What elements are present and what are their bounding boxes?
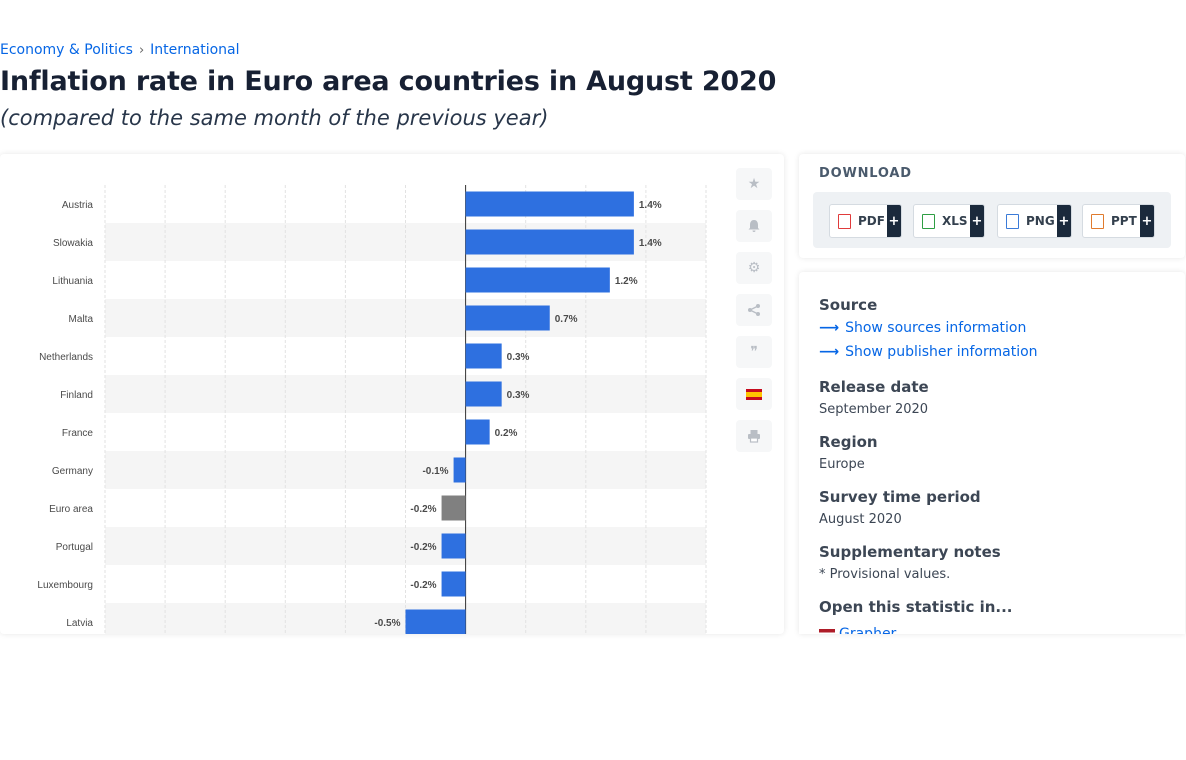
value-label: 1.2% [615, 276, 638, 287]
star-icon[interactable]: ★ [736, 168, 772, 200]
arrow-right-icon: ⟶ [819, 320, 840, 336]
flag-es-icon[interactable] [736, 378, 772, 410]
bar [453, 457, 466, 483]
supplementary-notes-heading: Supplementary notes [819, 543, 1001, 561]
grapher-icon [819, 628, 835, 634]
download-card: DOWNLOAD PDF + XLS + PNG + PPT + [799, 154, 1185, 258]
survey-period-heading: Survey time period [819, 488, 981, 506]
supplementary-notes-value: * Provisional values. [819, 567, 951, 582]
value-label: 0.7% [555, 314, 578, 325]
category-label: Lithuania [52, 276, 93, 287]
category-label: Euro area [49, 504, 93, 515]
category-label: Malta [69, 314, 94, 325]
chart-card: Austria 1.4% Slowakia 1.4% Lithuania 1.2% Malt… [0, 154, 784, 634]
release-date-value: September 2020 [819, 402, 929, 417]
open-in-grapher-link[interactable]: Grapher [819, 626, 896, 634]
category-label: Germany [52, 466, 93, 477]
bar [405, 609, 466, 634]
download-bar: PDF + XLS + PNG + PPT + [813, 192, 1171, 248]
quote-icon[interactable]: ❞ [736, 336, 772, 368]
region-heading: Region [819, 433, 878, 451]
bar [441, 571, 466, 597]
bar [465, 267, 610, 293]
bell-icon[interactable] [736, 210, 772, 242]
open-in-grapher-label: Grapher [839, 626, 897, 634]
value-label: 1.4% [639, 238, 662, 249]
bar [465, 305, 550, 331]
show-sources-link[interactable]: ⟶ Show sources information [819, 320, 1026, 336]
breadcrumb-international-link[interactable]: International [150, 42, 240, 58]
chart-toolbar: ★ ⚙ ❞ [736, 168, 772, 462]
download-xls-button[interactable]: XLS + [913, 204, 985, 238]
survey-period-value: August 2020 [819, 512, 902, 527]
arrow-right-icon: ⟶ [819, 344, 840, 360]
print-icon[interactable] [736, 420, 772, 452]
share-icon[interactable] [736, 294, 772, 326]
bar [441, 533, 466, 559]
download-ppt-button[interactable]: PPT + [1082, 204, 1155, 238]
category-label: Portugal [56, 542, 93, 553]
download-pdf-button[interactable]: PDF + [829, 204, 902, 238]
download-png-plus[interactable]: + [1057, 205, 1071, 237]
value-label: 1.4% [639, 200, 662, 211]
value-label: -0.2% [410, 504, 436, 515]
download-png-button[interactable]: PNG + [997, 204, 1072, 238]
source-heading: Source [819, 296, 878, 314]
download-pdf-label: PDF [858, 214, 885, 228]
page-subtitle: (compared to the same month of the previ… [0, 106, 549, 130]
download-png-label: PNG [1026, 214, 1055, 228]
value-label: 0.2% [495, 428, 518, 439]
ppt-file-icon [1091, 213, 1104, 229]
bar [465, 419, 490, 445]
bar-chart: Austria 1.4% Slowakia 1.4% Lithuania 1.2% Malt… [37, 185, 707, 634]
download-xls-label: XLS [942, 214, 968, 228]
category-label: Latvia [66, 618, 93, 629]
show-publisher-label: Show publisher information [845, 344, 1038, 360]
download-ppt-plus[interactable]: + [1140, 205, 1154, 237]
bar [465, 191, 634, 217]
breadcrumb: Economy & Politics › International [0, 42, 240, 58]
value-label: 0.3% [507, 352, 530, 363]
png-file-icon [1006, 213, 1019, 229]
gear-icon[interactable]: ⚙ [736, 252, 772, 284]
category-label: Luxembourg [37, 580, 93, 591]
page-title: Inflation rate in Euro area countries in… [0, 66, 777, 97]
region-value: Europe [819, 457, 865, 472]
category-label: Finland [60, 390, 93, 401]
bar [465, 381, 502, 407]
show-publisher-link[interactable]: ⟶ Show publisher information [819, 344, 1038, 360]
breadcrumb-economy-link[interactable]: Economy & Politics [0, 42, 133, 58]
statistic-info-card: Source ⟶ Show sources information ⟶ Show p… [799, 272, 1185, 634]
bar [465, 343, 502, 369]
pdf-file-icon [838, 213, 851, 229]
category-label: France [62, 428, 94, 439]
download-pdf-plus[interactable]: + [887, 205, 901, 237]
value-label: -0.1% [422, 466, 448, 477]
bar [441, 495, 466, 521]
bar [465, 229, 634, 255]
value-label: 0.3% [507, 390, 530, 401]
value-label: -0.2% [410, 580, 436, 591]
show-sources-label: Show sources information [845, 320, 1027, 336]
xls-file-icon [922, 213, 935, 229]
release-date-heading: Release date [819, 378, 929, 396]
category-label: Austria [62, 200, 94, 211]
open-statistic-heading: Open this statistic in... [819, 598, 1013, 616]
download-ppt-label: PPT [1111, 214, 1137, 228]
value-label: -0.2% [410, 542, 436, 553]
breadcrumb-separator: › [138, 43, 145, 58]
download-title: DOWNLOAD [819, 166, 912, 181]
category-label: Netherlands [39, 352, 93, 363]
value-label: -0.5% [374, 618, 400, 629]
download-xls-plus[interactable]: + [970, 205, 984, 237]
category-label: Slowakia [53, 238, 93, 249]
